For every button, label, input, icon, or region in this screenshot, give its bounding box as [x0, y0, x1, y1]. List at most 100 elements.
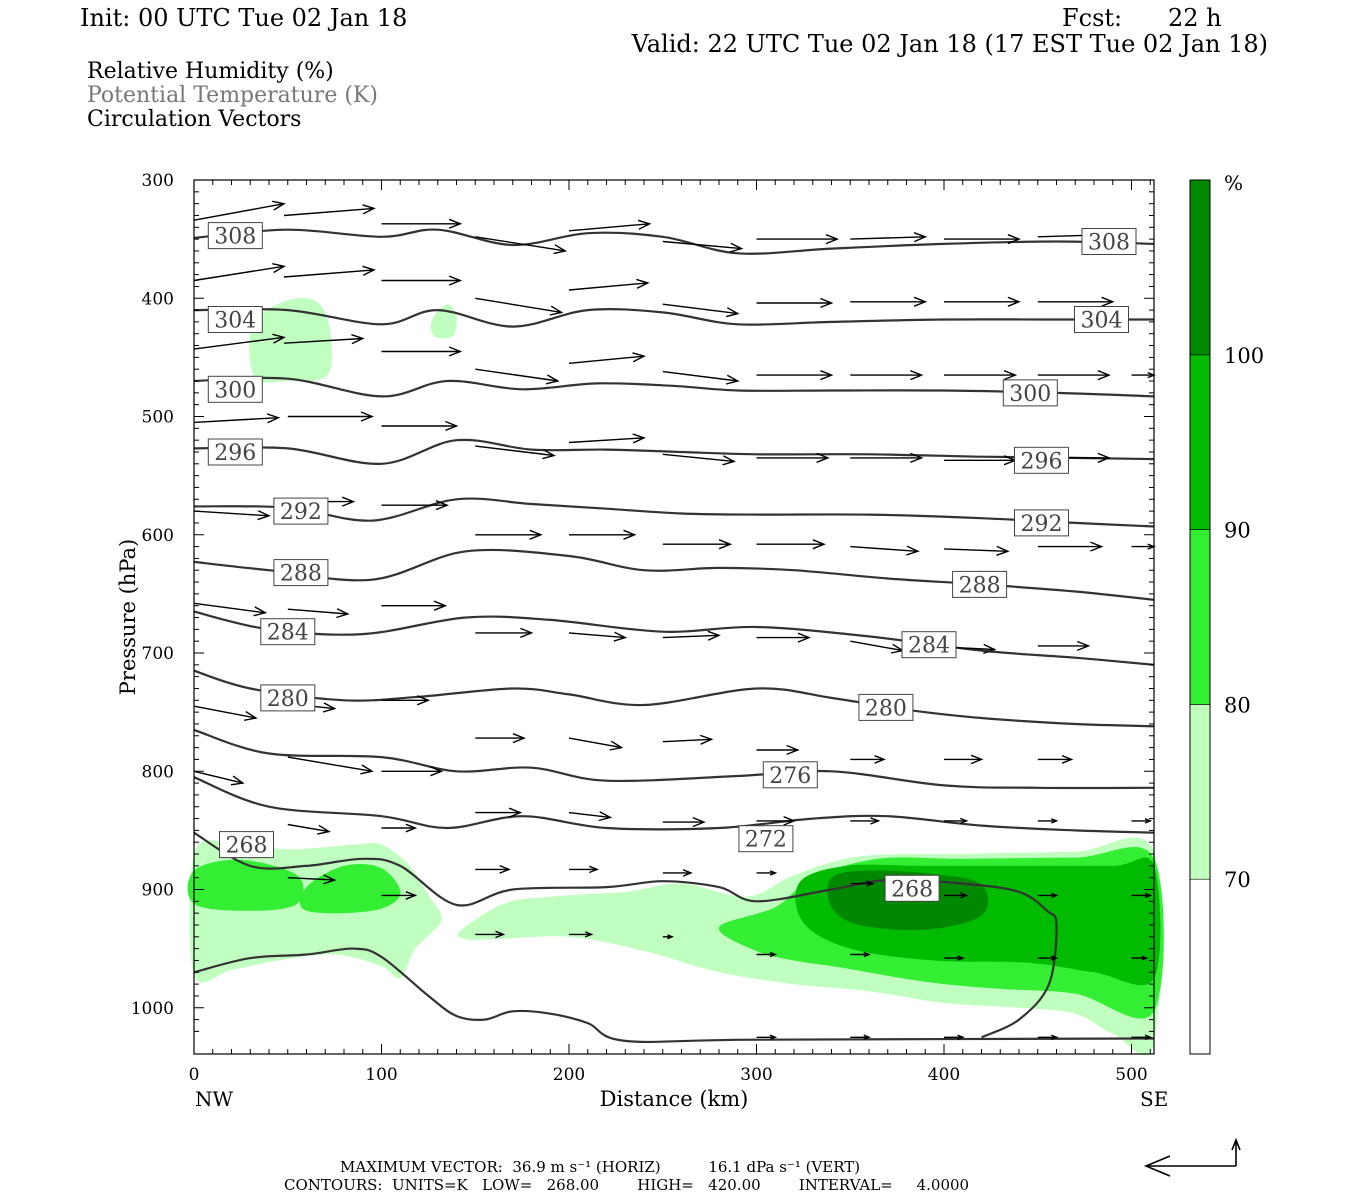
circulation-vector	[1037, 755, 1074, 764]
circulation-vector	[850, 370, 924, 381]
circulation-vector	[381, 420, 459, 432]
theta-contour-284	[193, 610, 1155, 666]
contour-label: 280	[260, 684, 316, 712]
x-tick-label: 400	[928, 1065, 960, 1085]
circulation-vector	[287, 756, 374, 775]
contour-label-text: 268	[891, 877, 933, 902]
legend-rh: Relative Humidity (%)	[87, 59, 334, 84]
y-tick-label: 300	[142, 171, 174, 191]
contour-label-text: 280	[865, 696, 907, 721]
relative-humidity-fill	[187, 297, 1164, 1056]
circulation-vector	[475, 807, 523, 818]
contour-label: 308	[207, 222, 263, 250]
colorbar-label: 100	[1224, 344, 1264, 368]
contour-label-text: 300	[214, 378, 256, 403]
legend-vectors: Circulation Vectors	[87, 107, 301, 132]
forecast-hours: 22 h	[1168, 4, 1222, 32]
circulation-vector	[1037, 370, 1111, 381]
contour-label: 296	[1014, 446, 1069, 474]
circulation-vector	[1131, 892, 1153, 899]
circulation-vector	[1131, 1034, 1153, 1041]
circulation-vector	[756, 234, 839, 245]
circulation-vector	[287, 823, 331, 835]
contour-label-text: 284	[267, 621, 309, 646]
legend-theta: Potential Temperature (K)	[87, 83, 378, 108]
circulation-vector	[756, 870, 778, 876]
circulation-vector	[662, 240, 744, 253]
contour-info-text: CONTOURS: UNITS=K LOW= 268.00 HIGH= 420.…	[284, 1176, 969, 1194]
circulation-vector	[944, 955, 965, 961]
circulation-vector	[283, 334, 365, 345]
circulation-vector	[756, 297, 834, 309]
contour-label: 304	[207, 306, 263, 334]
circulation-vector	[662, 934, 674, 940]
circulation-vector	[381, 695, 431, 706]
circulation-vector	[662, 869, 693, 877]
circulation-vector	[662, 303, 740, 318]
circulation-vector	[381, 346, 463, 357]
circulation-vector	[850, 1034, 871, 1041]
circulation-vector	[475, 445, 556, 460]
circulation-vector	[944, 817, 969, 825]
contour-label-text: 292	[1021, 512, 1063, 537]
x-tick-label: 100	[365, 1065, 397, 1085]
circulation-vector	[381, 766, 444, 777]
contour-label: 292	[1014, 509, 1069, 537]
contour-label: 308	[1081, 228, 1137, 256]
circulation-vector	[756, 452, 830, 463]
circulation-vector	[475, 864, 511, 874]
circulation-vector	[944, 370, 1018, 381]
circulation-vector	[193, 770, 245, 786]
circulation-vector	[944, 892, 969, 899]
contour-label-text: 300	[1009, 382, 1051, 407]
circulation-vector	[756, 539, 826, 550]
y-tick-label: 800	[142, 762, 174, 782]
y-tick-label: 900	[142, 881, 174, 901]
circulation-vector	[756, 744, 800, 756]
contour-label: 292	[273, 497, 329, 525]
circulation-vector	[283, 265, 376, 278]
colorbar-unit: %	[1224, 171, 1243, 195]
circulation-vector	[943, 545, 1010, 556]
circulation-vector	[193, 413, 281, 424]
contour-label-text: 304	[1081, 309, 1123, 334]
x-axis-title: Distance (km)	[600, 1087, 749, 1111]
valid-time: Valid: 22 UTC Tue 02 Jan 18 (17 EST Tue …	[631, 30, 1268, 58]
circulation-vector	[1037, 818, 1059, 824]
circulation-vector	[850, 232, 928, 243]
circulation-vector	[381, 500, 449, 511]
circulation-vector	[569, 931, 594, 938]
contour-label: 284	[901, 631, 957, 659]
circulation-vector	[475, 733, 526, 744]
circulation-vector	[381, 275, 463, 286]
circulation-vector	[475, 529, 543, 540]
circulation-vector	[569, 529, 637, 540]
contour-label-text: 280	[267, 687, 309, 712]
circulation-vector	[944, 296, 1021, 307]
colorbar: 70 80 90 100%	[1189, 171, 1264, 1055]
contour-labels: 308 304 300 296 292 288 284 280 268 308 304 300 296 2…	[207, 222, 1137, 902]
circulation-vector	[568, 631, 628, 642]
theta-contour-292	[193, 497, 1155, 528]
circulation-vector	[568, 219, 652, 232]
contour-label-text: 296	[214, 441, 256, 466]
circulation-vector	[850, 817, 881, 825]
circulation-vector	[475, 297, 564, 316]
y-tick-label: 600	[142, 526, 174, 546]
theta-contour-272	[193, 776, 1155, 834]
circulation-vector	[1037, 640, 1091, 652]
circulation-vector	[850, 755, 886, 764]
forecast-label: Fcst:	[1062, 4, 1122, 32]
x-tick-label: 300	[740, 1065, 772, 1085]
theta-contour-280	[193, 669, 1155, 728]
circulation-vector	[283, 204, 376, 217]
axes: 300 400 500 600 700 800 900 1000 0 100 200 300 400 50…	[131, 171, 1154, 1085]
colorbar-label: 90	[1224, 519, 1251, 543]
circulation-vector	[850, 951, 871, 958]
colorbar-label: 80	[1224, 693, 1251, 717]
colorbar-segment	[1189, 179, 1211, 356]
plot-frame	[193, 179, 1155, 1055]
circulation-vector	[193, 602, 268, 617]
contour-label-text: 288	[959, 573, 1001, 598]
circulation-vector	[756, 1034, 778, 1041]
